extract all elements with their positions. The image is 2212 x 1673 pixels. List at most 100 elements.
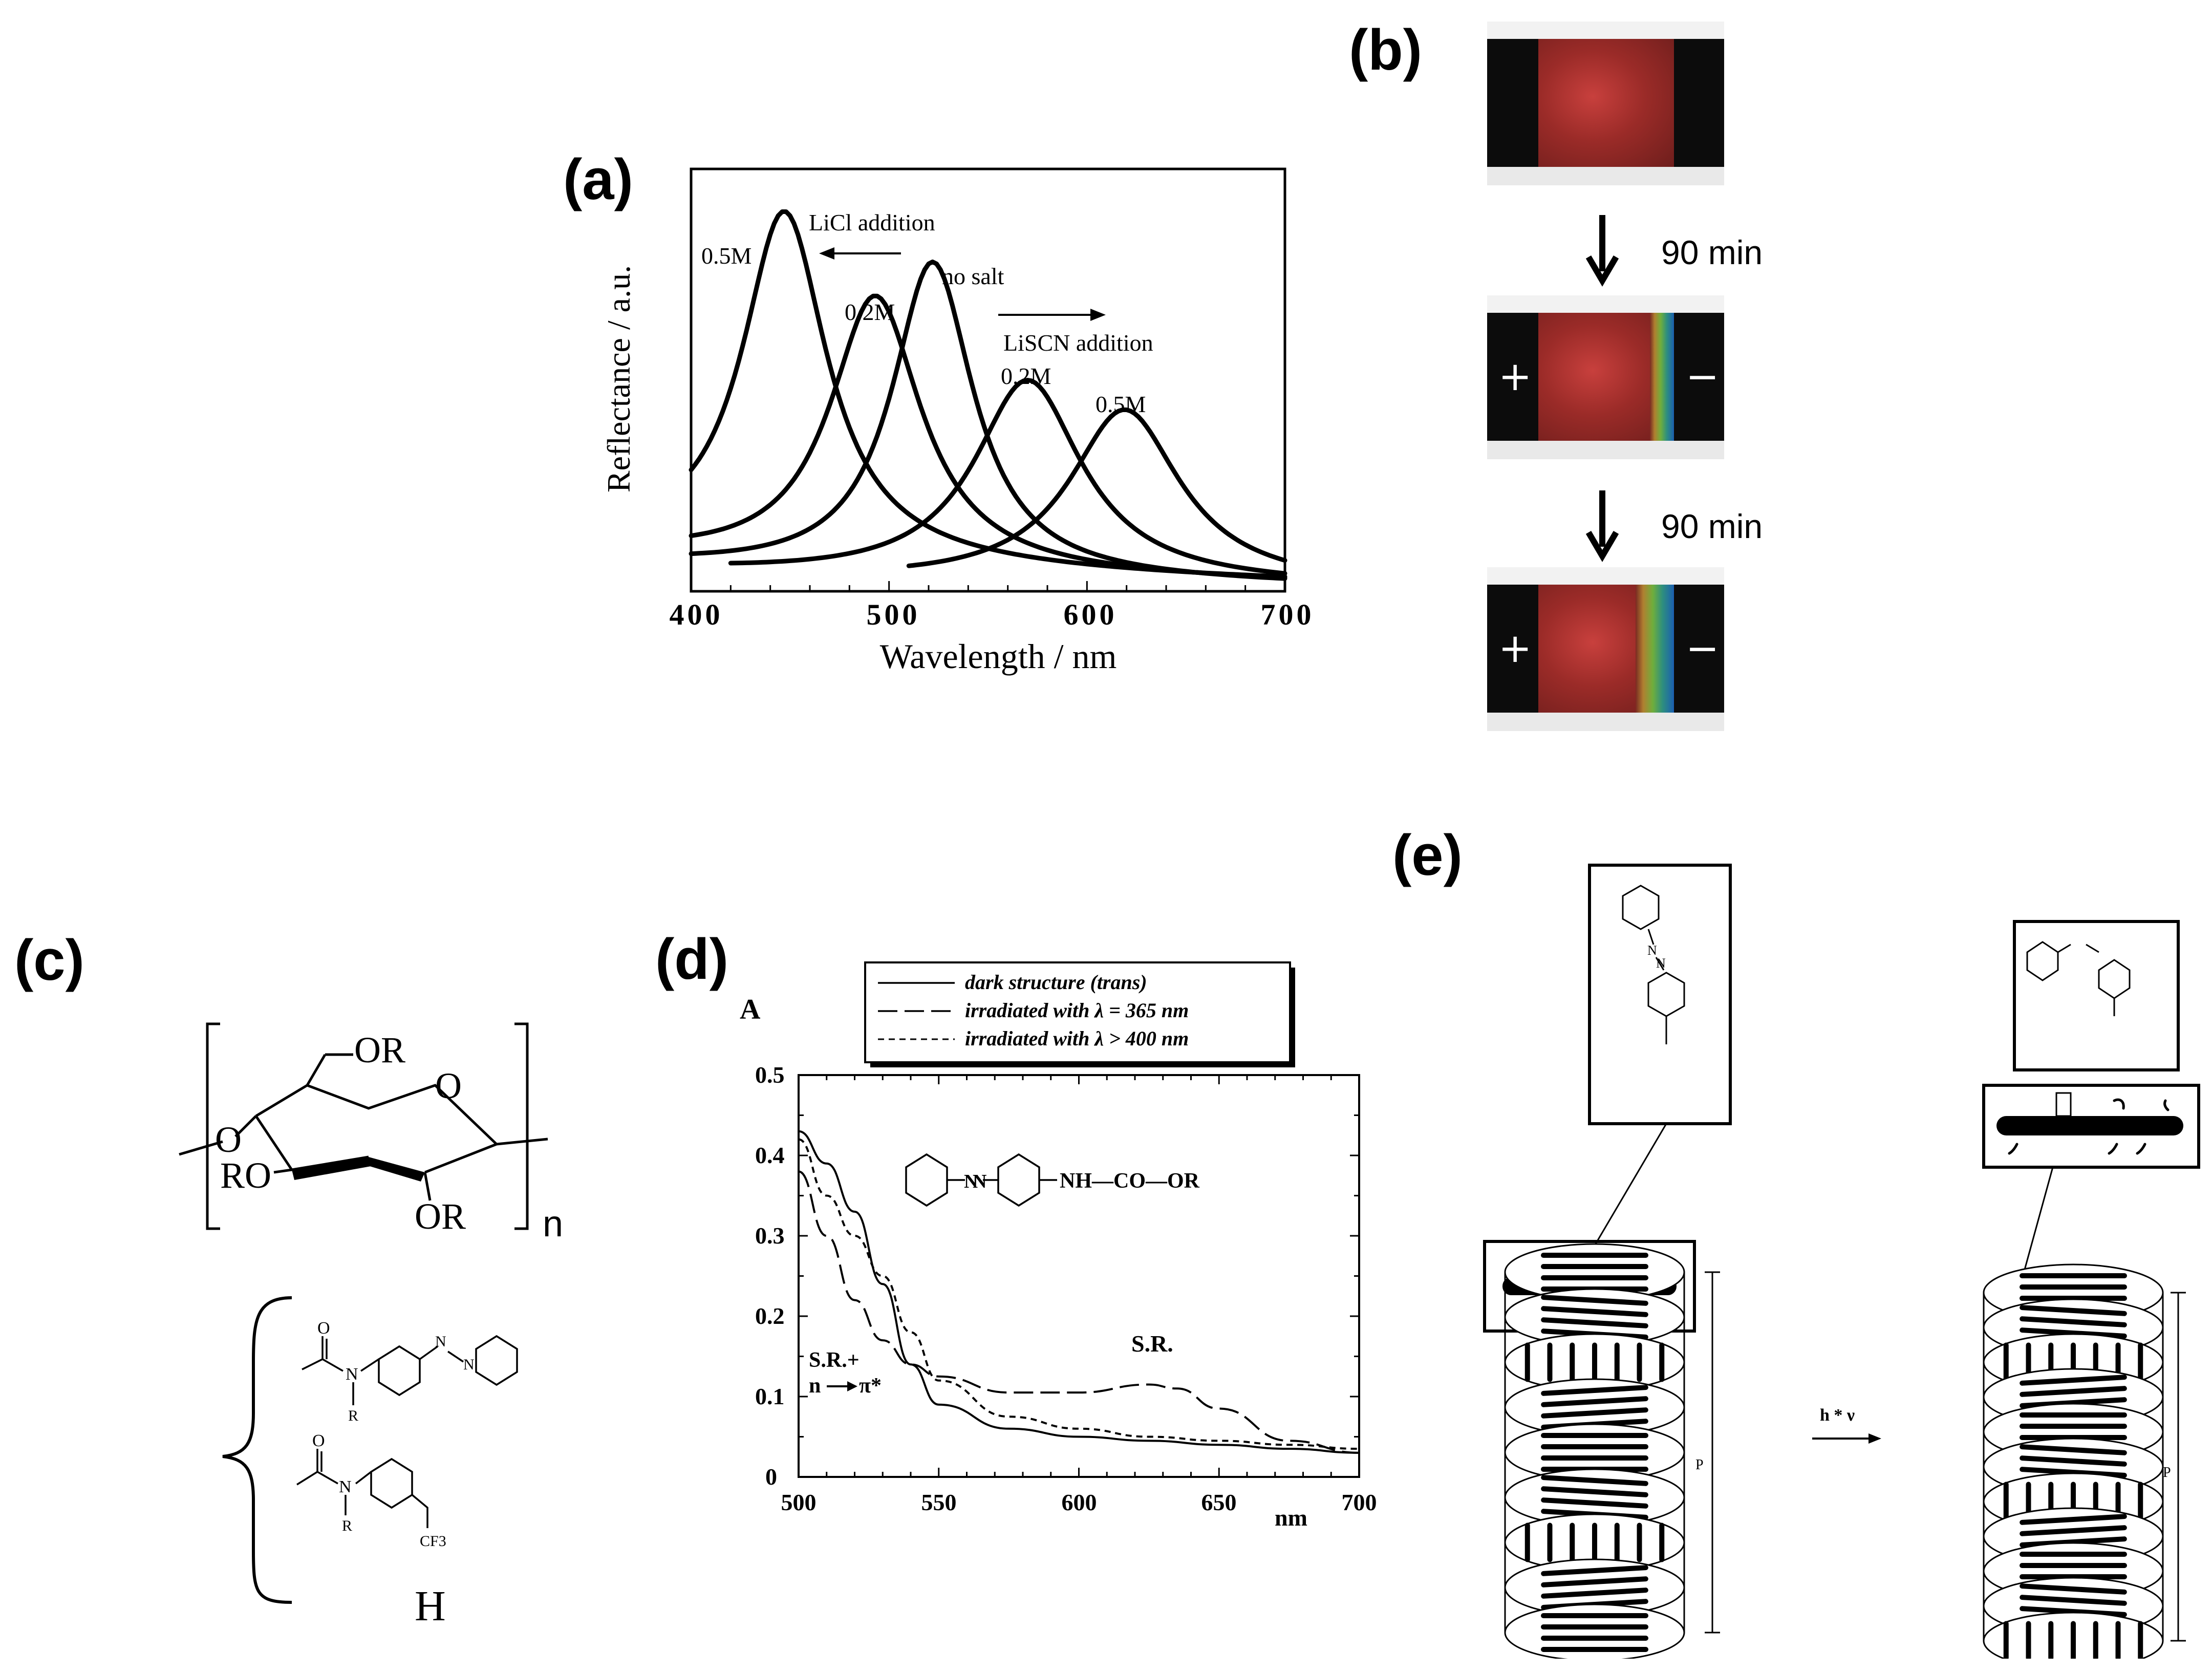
schematic-e: N N P h * ν P (1483, 864, 2200, 1659)
helix-rod (2020, 1444, 2127, 1455)
down-arrow-1 (1585, 215, 1619, 287)
chart-d-ytick-0: 0 (765, 1464, 777, 1490)
annotation-liscn-addition: LiSCN addition (1003, 330, 1153, 356)
legend-text-dark: dark structure (trans) (965, 971, 1147, 994)
arrowhead-licl (819, 247, 834, 260)
label-ro: RO (220, 1155, 271, 1196)
label-o-sub1: O (317, 1319, 330, 1338)
panel-label-d: (d) (655, 927, 729, 991)
helix-rod (2071, 1621, 2076, 1659)
helix-rod (2020, 1455, 2127, 1467)
legend-box (864, 961, 1291, 1063)
molecule-n-a: N (964, 1171, 978, 1192)
helix-rod (2020, 1424, 2127, 1429)
helix-rod (1659, 1522, 1665, 1562)
pitch-label-left: P (1695, 1457, 1704, 1473)
legend-text-365: irradiated with λ = 365 nm (965, 999, 1189, 1022)
helix-rod (1614, 1522, 1620, 1562)
helix-rod (1541, 1317, 1648, 1328)
photo-initial (1487, 22, 1724, 185)
chart-d-ylabel: A (740, 994, 761, 1025)
label-n-sub1: N (346, 1365, 358, 1384)
helix-rod (1541, 1253, 1648, 1258)
structure-c: n OR O O RO OR R = O N R N N O (179, 1022, 563, 1630)
helix-rod (1637, 1522, 1642, 1562)
substituent-azo (302, 1335, 518, 1405)
photo-initial-cell (1538, 39, 1674, 167)
helix-rod (2020, 1552, 2127, 1557)
helix-rod (2020, 1316, 2127, 1327)
helix-rod (1614, 1342, 1620, 1382)
helix-rod (2020, 1375, 2127, 1386)
label-r-sub2: R (342, 1517, 352, 1534)
photo-90min-band (1650, 313, 1674, 441)
label-o-left: O (215, 1119, 242, 1160)
inset-trans-n1: N (1647, 943, 1657, 958)
legend-text-400: irradiated with λ > 400 nm (965, 1027, 1189, 1050)
inset-rod-box-right (1982, 1084, 2200, 1169)
electrode-plus-2: + (1498, 626, 1532, 672)
annotation-sr: S.R. (1131, 1331, 1173, 1357)
electrode-plus-1: + (1498, 354, 1532, 400)
chart-a-xtick-700: 700 (1261, 598, 1315, 631)
helix-rod (2026, 1621, 2031, 1659)
helix-rod (1541, 1264, 1648, 1269)
annotation-licl-02: 0.2M (845, 299, 895, 325)
photo-180min: + − (1487, 567, 1724, 731)
helix-rod (1570, 1342, 1575, 1382)
helix-rod (2020, 1435, 2127, 1440)
helix-rod (1541, 1407, 1648, 1419)
chart-a-xtick-500: 500 (867, 598, 920, 631)
helix-rod (1592, 1342, 1597, 1382)
inset-rod-right (1996, 1116, 2183, 1135)
helix-rod (2020, 1574, 2127, 1579)
helix-rod (2020, 1514, 2127, 1525)
helix-rod (1524, 1342, 1530, 1382)
helix-rod (2020, 1386, 2127, 1397)
chart-d: dark structure (trans) irradiated with λ… (740, 961, 1377, 1531)
molecule-n-b: N (973, 1171, 986, 1192)
annotation-pi-star: π* (859, 1374, 882, 1398)
chart-a-xlabel: Wavelength / nm (880, 637, 1117, 676)
down-arrow-2 (1585, 490, 1619, 562)
helix-rod (1541, 1636, 1648, 1641)
helix-rod (1541, 1576, 1648, 1588)
label-n-sub2: N (339, 1477, 352, 1496)
helix-rod (1541, 1306, 1648, 1317)
chart-a: Reflectance / a.u. Wavelength / nm 400 5… (600, 167, 1315, 676)
label-o-ring: O (435, 1065, 462, 1106)
helix-rod (2020, 1583, 2127, 1595)
helix-rod (2020, 1305, 2127, 1316)
helix-rod (2003, 1342, 2009, 1382)
chart-a-series-3 (728, 378, 1287, 576)
photo-initial-bottom (1487, 167, 1724, 185)
panel-label-c: (c) (14, 928, 84, 992)
pitch-label-right: P (2163, 1465, 2171, 1481)
helix-rod (2020, 1595, 2127, 1606)
helix-rod (1541, 1275, 1648, 1280)
helix-rod (1659, 1342, 1665, 1382)
arrowhead-hv (1869, 1433, 1881, 1444)
annotation-n: n (809, 1374, 821, 1398)
chart-a-series-2 (689, 260, 1287, 581)
chart-d-ytick-0.4: 0.4 (755, 1142, 785, 1168)
label-r-sub1: R (348, 1407, 358, 1424)
annotation-liscn-02: 0.2M (1001, 363, 1051, 389)
annotation-arrowhead (847, 1381, 857, 1391)
helix-rod (2138, 1482, 2143, 1521)
label-n-azo2: N (463, 1356, 475, 1373)
arrowhead-liscn (1090, 309, 1106, 321)
chart-d-ytick-0.3: 0.3 (755, 1222, 785, 1249)
chart-d-series-0 (798, 1130, 1360, 1454)
chart-a-ylabel: Reflectance / a.u. (600, 265, 637, 492)
helix-rod (1541, 1565, 1648, 1576)
helix-rod (2115, 1621, 2121, 1659)
label-or-top: OR (354, 1029, 405, 1070)
label-o-sub2: O (312, 1431, 325, 1450)
chart-a-xtick-400: 400 (670, 598, 723, 631)
helix-rod (1541, 1475, 1648, 1486)
chart-d-xtick-600: 600 (1062, 1489, 1097, 1515)
helix-rod (1541, 1396, 1648, 1407)
chart-d-ytick-0.2: 0.2 (755, 1303, 785, 1329)
photo-initial-top (1487, 22, 1724, 39)
